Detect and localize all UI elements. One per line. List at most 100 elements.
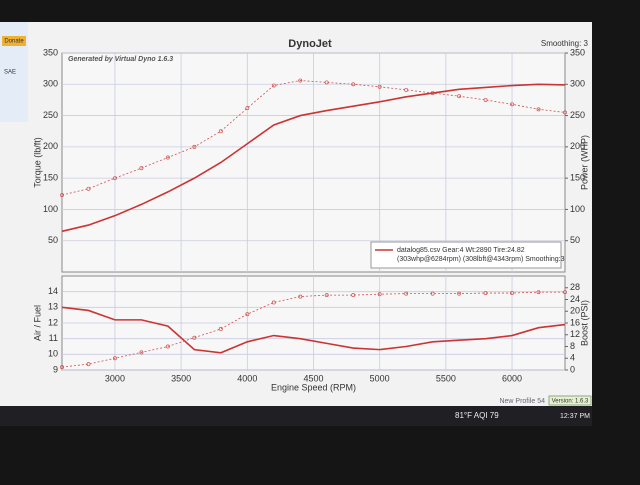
y2-tick-label: 150 [570,173,585,183]
series-line [61,291,565,368]
donate-button[interactable] [2,36,26,46]
y2-axis-label: Power (WHP) [579,135,589,190]
point-marker [351,293,356,298]
point-marker [192,144,197,149]
y2-tick-label: 250 [570,110,585,120]
y2-tick-label: 20 [570,306,580,316]
series-line [61,80,566,196]
point-marker [271,83,276,88]
point-marker [351,82,356,87]
smoothing[interactable]: Smoothing: 3 [541,39,589,48]
y2-tick-label: 300 [570,79,585,89]
point-marker [218,326,223,331]
y-tick-label: 10 [48,349,58,359]
weather: 81°F AQI 79 [455,411,499,420]
point-marker [563,290,567,295]
x-tick-label: 5500 [436,373,456,383]
clock: 12:37 PM [560,413,590,420]
point-marker [377,292,382,297]
point-marker [86,362,91,367]
y-tick-label: 13 [48,302,58,312]
point-marker [510,102,515,107]
y2-tick-label: 200 [570,141,585,151]
point-marker [271,300,276,305]
version: Version: 1.6.3 [552,399,589,405]
y2-tick-label: 12 [570,329,580,339]
point-marker [86,186,91,191]
standard-label: SAE [4,70,16,76]
point-marker [218,129,223,134]
point-marker [112,176,117,181]
point-marker [139,350,144,355]
x-tick-label: 4500 [303,373,323,383]
point-marker [483,97,488,102]
y2-tick-label: 350 [570,47,585,57]
x-tick-label: 6000 [502,373,522,383]
y-tick-label: 150 [43,173,58,183]
point-marker [298,78,303,83]
taskbar [0,406,592,426]
point-marker [60,193,64,197]
series-line [61,306,566,354]
y-tick-label: 200 [43,141,58,151]
point-marker [404,87,409,92]
point-marker [404,291,409,296]
series-line [61,83,566,233]
x-tick-label: 3000 [105,373,125,383]
y2-axis-label: Boost (PSI) [579,300,589,346]
y2-tick-label: 24 [570,294,580,304]
x-tick-label: 4000 [237,373,257,383]
y2-tick-label: 0 [570,364,575,374]
donate-label: Donate [4,39,24,45]
point-marker [324,293,329,298]
y-tick-label: 9 [53,364,58,374]
x-tick-label: 3500 [171,373,191,383]
generated-note: Generated by Virtual Dyno 1.6.3 [68,56,173,63]
y2-tick-label: 16 [570,317,580,327]
point-marker [245,106,250,111]
point-marker [324,80,329,85]
y-tick-label: 350 [43,47,58,57]
point-marker [298,294,303,299]
y2-tick-label: 50 [570,235,580,245]
point-marker [245,312,250,317]
x-tick-label: 5000 [370,373,390,383]
y2-tick-label: 100 [570,204,585,214]
profile: New Profile 54 [499,398,545,405]
point-marker [457,94,462,99]
y2-tick-label: 28 [570,282,580,292]
point-marker [536,290,541,295]
legend-label: datalog85.csv Gear:4 Wt:2890 Tire:24.82 [397,247,525,254]
version-box [548,395,592,406]
point-marker [377,84,382,89]
window-title: DynoJet [288,38,332,50]
x-axis-label: Engine Speed (RPM) [271,382,356,392]
y-tick-label: 300 [43,79,58,89]
point-marker [192,335,197,340]
point-marker [536,107,541,112]
legend-label: (303whp@6284rpm) (308lbft@4343rpm) Smoot… [397,256,565,263]
y-tick-label: 50 [48,235,58,245]
point-marker [60,365,64,370]
y-tick-label: 250 [43,110,58,120]
point-marker [457,291,462,296]
point-marker [563,110,567,115]
point-marker [112,356,117,361]
point-marker [165,344,170,349]
point-marker [139,166,144,171]
y-tick-label: 12 [48,317,58,327]
y-tick-label: 11 [49,333,58,343]
point-marker [483,291,488,295]
y2-tick-label: 8 [570,341,575,351]
y2-tick-label: 4 [570,353,575,363]
y-tick-label: 14 [48,286,58,296]
point-marker [430,291,435,296]
y-axis-label: Torque (lb/ft) [32,137,42,188]
point-marker [165,155,170,160]
y-tick-label: 100 [43,204,58,214]
point-marker [510,291,515,295]
legend-box [370,241,562,269]
y-axis-label: Air / Fuel [32,305,42,341]
